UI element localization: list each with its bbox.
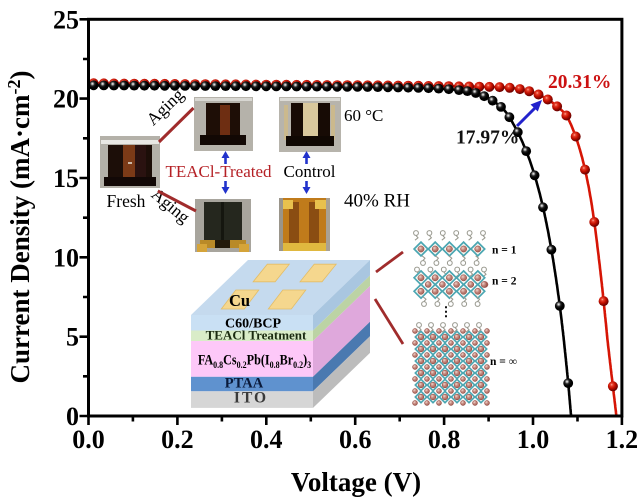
svg-text:25: 25 <box>53 5 79 34</box>
svg-text:Cu: Cu <box>229 291 250 310</box>
svg-text:0.4: 0.4 <box>250 425 283 454</box>
svg-text:Fresh: Fresh <box>107 191 146 211</box>
svg-text:n = 2: n = 2 <box>492 276 517 288</box>
svg-text:10: 10 <box>53 243 79 272</box>
svg-text:20: 20 <box>53 85 79 114</box>
svg-text:1.2: 1.2 <box>606 425 639 454</box>
svg-text:15: 15 <box>53 164 79 193</box>
svg-text:60 °C: 60 °C <box>344 106 383 125</box>
svg-text:40% RH: 40% RH <box>344 191 410 212</box>
svg-text:0.8: 0.8 <box>428 425 461 454</box>
svg-text:Current Density (mA·cm-2): Current Density (mA·cm-2) <box>4 71 35 384</box>
svg-text:0.6: 0.6 <box>339 425 372 454</box>
svg-text:17.97%: 17.97% <box>456 128 519 149</box>
svg-text:TEACl Treatment: TEACl Treatment <box>206 328 307 343</box>
svg-text:1.0: 1.0 <box>517 425 550 454</box>
svg-text:0: 0 <box>66 402 79 431</box>
svg-text:ITO: ITO <box>234 390 268 407</box>
svg-text:n = 1: n = 1 <box>492 245 517 257</box>
svg-text:0.0: 0.0 <box>72 425 105 454</box>
svg-text:PTAA: PTAA <box>225 376 264 392</box>
svg-text:5: 5 <box>66 323 79 352</box>
svg-text:0.2: 0.2 <box>161 425 194 454</box>
svg-text:TEACl-Treated: TEACl-Treated <box>165 162 272 181</box>
svg-text:Voltage (V): Voltage (V) <box>291 467 421 497</box>
svg-text:20.31%: 20.31% <box>548 72 611 93</box>
svg-text:n = ∞: n = ∞ <box>490 356 517 368</box>
svg-text:C60/BCP: C60/BCP <box>225 317 281 332</box>
svg-text:FA0.8Cs0.2Pb(I0.8Br0.2)3: FA0.8Cs0.2Pb(I0.8Br0.2)3 <box>198 352 312 371</box>
svg-text:Control: Control <box>284 162 336 181</box>
svg-text:⋮: ⋮ <box>440 304 453 319</box>
